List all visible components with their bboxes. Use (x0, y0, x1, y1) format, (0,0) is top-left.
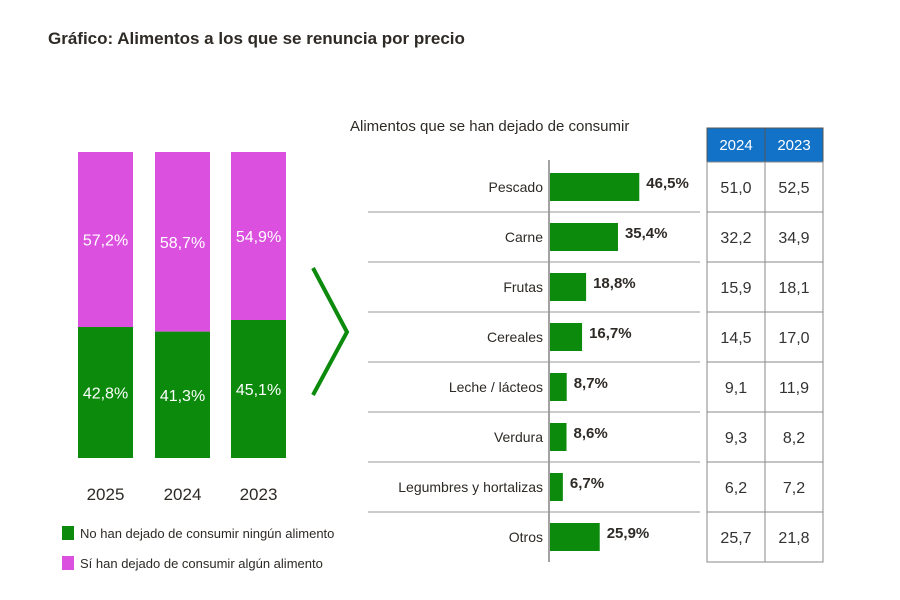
category-label: Verdura (494, 429, 543, 445)
table-cell-value: 32,2 (720, 230, 751, 247)
category-label: Carne (505, 229, 543, 245)
table-cell (764, 511, 824, 563)
data-label: 35,4% (625, 225, 668, 242)
data-label: 16,7% (589, 325, 632, 342)
table-cell (706, 411, 766, 463)
category-label: Pescado (489, 179, 544, 195)
data-label: 8,7% (574, 375, 608, 392)
legend-swatch (62, 556, 74, 570)
category-label: Otros (509, 529, 543, 545)
stacked-bar-segment-yes (155, 152, 210, 332)
table-cell (764, 411, 824, 463)
table-cell-value: 11,9 (779, 380, 809, 397)
x-tick-label: 2025 (87, 485, 125, 504)
category-label: Frutas (503, 279, 543, 295)
table-cell (764, 161, 824, 213)
bar (550, 273, 587, 301)
chevron-right-icon (311, 267, 350, 396)
data-label: 46,5% (646, 175, 689, 192)
bar (550, 523, 600, 551)
bar (550, 173, 640, 201)
legend-label: Sí han dejado de consumir algún alimento (80, 556, 323, 571)
table-cell (764, 361, 824, 413)
category-label: Leche / lácteos (449, 379, 543, 395)
stacked-bar-segment-no (155, 331, 210, 458)
data-label: 6,7% (570, 475, 604, 492)
table-cell-value: 21,8 (778, 530, 809, 547)
bar (550, 223, 618, 251)
table-cell-value: 9,3 (725, 430, 747, 447)
bar (550, 473, 563, 501)
table-header-cell (764, 127, 824, 163)
subchart-title: Alimentos que se han dejado de consumir (350, 118, 629, 135)
data-label: 54,9% (236, 229, 281, 246)
data-label: 8,6% (574, 425, 608, 442)
chart-title: Gráfico: Alimentos a los que se renuncia… (48, 29, 465, 48)
table-cell (764, 461, 824, 513)
table-cell (764, 261, 824, 313)
table-cell-value: 9,1 (725, 380, 747, 397)
table-cell-value: 34,9 (778, 230, 809, 247)
data-label: 18,8% (593, 275, 636, 292)
table-cell-value: 52,5 (778, 180, 809, 197)
table-cell-value: 8,2 (783, 430, 805, 447)
table-cell-value: 17,0 (778, 330, 809, 347)
table-cell (706, 511, 766, 563)
stacked-bar-segment-no (231, 319, 286, 458)
bar (550, 373, 567, 401)
data-label: 42,8% (83, 386, 128, 403)
stacked-bar-segment-yes (78, 152, 133, 328)
table-cell (706, 461, 766, 513)
table-cell-value: 15,9 (720, 280, 751, 297)
table-cell-value: 25,7 (720, 530, 751, 547)
x-tick-label: 2023 (240, 485, 278, 504)
data-label: 58,7% (160, 235, 205, 252)
data-label: 45,1% (236, 382, 281, 399)
table-cell (706, 361, 766, 413)
table-cell-value: 7,2 (783, 480, 805, 497)
table-cell-value: 6,2 (725, 480, 747, 497)
data-label: 41,3% (160, 388, 205, 405)
table-cell-value: 14,5 (720, 330, 751, 347)
legend-label: No han dejado de consumir ningún aliment… (80, 526, 334, 541)
stacked-bar-segment-no (78, 327, 133, 458)
bar (550, 423, 567, 451)
data-label: 25,9% (607, 525, 650, 542)
bar (550, 323, 583, 351)
table-cell (764, 211, 824, 263)
category-label: Cereales (487, 329, 543, 345)
x-tick-label: 2024 (164, 485, 202, 504)
table-header-label: 2024 (719, 137, 752, 154)
legend-swatch (62, 526, 74, 540)
table-cell (764, 311, 824, 363)
category-label: Legumbres y hortalizas (398, 479, 543, 495)
table-cell-value: 18,1 (778, 280, 809, 297)
table-header-label: 2023 (777, 137, 810, 154)
data-label: 57,2% (83, 233, 128, 250)
table-cell-value: 51,0 (720, 180, 751, 197)
stacked-bar-segment-yes (231, 152, 286, 320)
